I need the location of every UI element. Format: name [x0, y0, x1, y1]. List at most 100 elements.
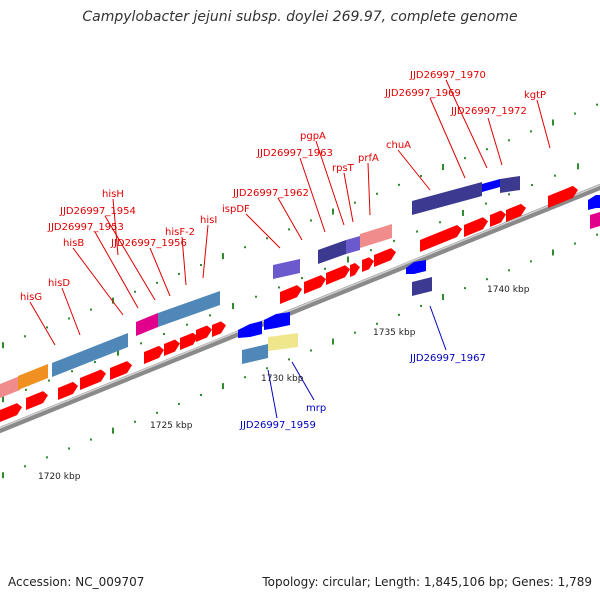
tick-mark: [324, 267, 326, 270]
gene-label-pgpA: pgpA: [300, 131, 326, 142]
tick-mark: [134, 290, 136, 293]
feature-khaki: [268, 333, 298, 351]
reverse-gene: [264, 312, 290, 330]
tick-mark: [140, 342, 142, 345]
tick-mark: [200, 264, 202, 267]
forward-gene: [144, 345, 164, 364]
forward-gene: [280, 285, 302, 304]
tick-mark: [508, 139, 510, 142]
tick-mark: [530, 260, 532, 263]
tick-mark: [71, 370, 73, 373]
forward-gene: [548, 185, 578, 208]
feature-indigo-1: [318, 240, 346, 264]
tick-mark: [209, 314, 211, 317]
backbone-line: [0, 183, 600, 434]
tick-mark: [46, 326, 48, 329]
tick-mark: [255, 295, 257, 298]
tick-mark: [90, 438, 92, 441]
gene-label-JJD26997_1953: JJD26997_1953: [47, 222, 124, 233]
gene-label-prfA: prfA: [358, 153, 379, 164]
tick-mark: [186, 323, 188, 326]
scale-label: 1740 kbp: [487, 285, 530, 295]
tick-mark: [574, 242, 576, 245]
gene-label-JJD26997_1962: JJD26997_1962: [232, 188, 309, 199]
tick-mark: [24, 465, 26, 468]
forward-gene: [506, 203, 526, 222]
gene-label-hisB: hisB: [63, 238, 84, 249]
tick-mark: [354, 331, 356, 334]
tick-mark: [301, 277, 303, 280]
forward-gene: [180, 332, 198, 350]
forward-gene: [58, 381, 78, 400]
tick-mark: [530, 130, 532, 133]
tick-mark: [554, 174, 556, 177]
gene-label-hisI: hisI: [200, 215, 217, 226]
tick-mark: [464, 287, 466, 290]
tick-mark: [376, 192, 378, 195]
feature-pink-left: [0, 376, 20, 398]
tick-marks: [2, 103, 598, 479]
tick-mark: [420, 304, 422, 307]
scale-label: 1730 kbp: [261, 374, 304, 384]
scale-labels: 1720 kbp 1725 kbp 1730 kbp 1735 kbp 1740…: [38, 285, 530, 482]
gene-label-hisD: hisD: [48, 278, 70, 289]
forward-gene-track: [0, 185, 578, 422]
feature-orange: [18, 364, 48, 390]
tick-mark: [117, 349, 119, 356]
tick-mark: [134, 420, 136, 423]
feature-steel-1: [52, 333, 128, 377]
feature-steel-2: [158, 291, 220, 327]
feature-magenta-right: [590, 212, 600, 229]
map-title: Campylobacter jejuni subsp. doylei 269.9…: [82, 9, 518, 25]
tick-mark: [310, 219, 312, 222]
tick-mark: [486, 278, 488, 281]
feature-indigo-4: [412, 277, 432, 296]
feature-lavender-1: [273, 259, 300, 279]
tick-mark: [370, 249, 372, 252]
tick-mark: [2, 342, 4, 349]
gene-label-JJD26997_1956: JJD26997_1956: [110, 238, 187, 249]
tick-mark: [232, 303, 234, 310]
tick-mark: [266, 237, 268, 240]
tick-mark: [416, 230, 418, 233]
tick-mark: [222, 383, 224, 390]
tick-mark: [332, 338, 334, 345]
tick-mark: [90, 308, 92, 311]
tick-mark: [574, 112, 576, 115]
feature-lavender-2: [346, 236, 360, 254]
tick-mark: [112, 297, 114, 304]
tick-mark: [24, 335, 26, 338]
forward-gene: [26, 391, 48, 410]
tick-mark: [2, 472, 4, 479]
tick-mark: [156, 281, 158, 284]
feature-indigo-3: [500, 176, 520, 193]
forward-gene: [0, 403, 22, 422]
gene-label-kgtP: kgtP: [524, 90, 546, 101]
scale-label: 1735 kbp: [373, 328, 416, 338]
tick-mark: [596, 103, 598, 106]
tick-mark: [178, 272, 180, 275]
gene-label-chuA: chuA: [386, 140, 411, 151]
tick-mark: [222, 253, 224, 260]
tick-mark: [112, 427, 114, 434]
tick-mark: [48, 379, 50, 382]
genome-summary-text: Topology: circular; Length: 1,845,106 bp…: [262, 575, 592, 589]
forward-gene: [350, 263, 360, 277]
tick-mark: [288, 358, 290, 361]
tick-mark: [278, 286, 280, 289]
tick-mark: [244, 376, 246, 379]
tick-mark: [486, 148, 488, 151]
gene-label-hisF-2: hisF-2: [165, 227, 195, 238]
tick-mark: [442, 294, 444, 301]
tick-mark: [46, 456, 48, 459]
tick-mark: [439, 221, 441, 224]
scale-label: 1720 kbp: [38, 472, 81, 482]
gene-label-hisG: hisG: [20, 292, 42, 303]
tick-mark: [266, 367, 268, 370]
gene-label-JJD26997_1954: JJD26997_1954: [59, 206, 136, 217]
feature-indigo-2: [412, 182, 482, 215]
scale-label: 1725 kbp: [150, 421, 193, 431]
tick-mark: [94, 360, 96, 363]
gene-label-JJD26997_1959: JJD26997_1959: [239, 420, 316, 431]
gene-label-hisH: hisH: [102, 189, 124, 200]
